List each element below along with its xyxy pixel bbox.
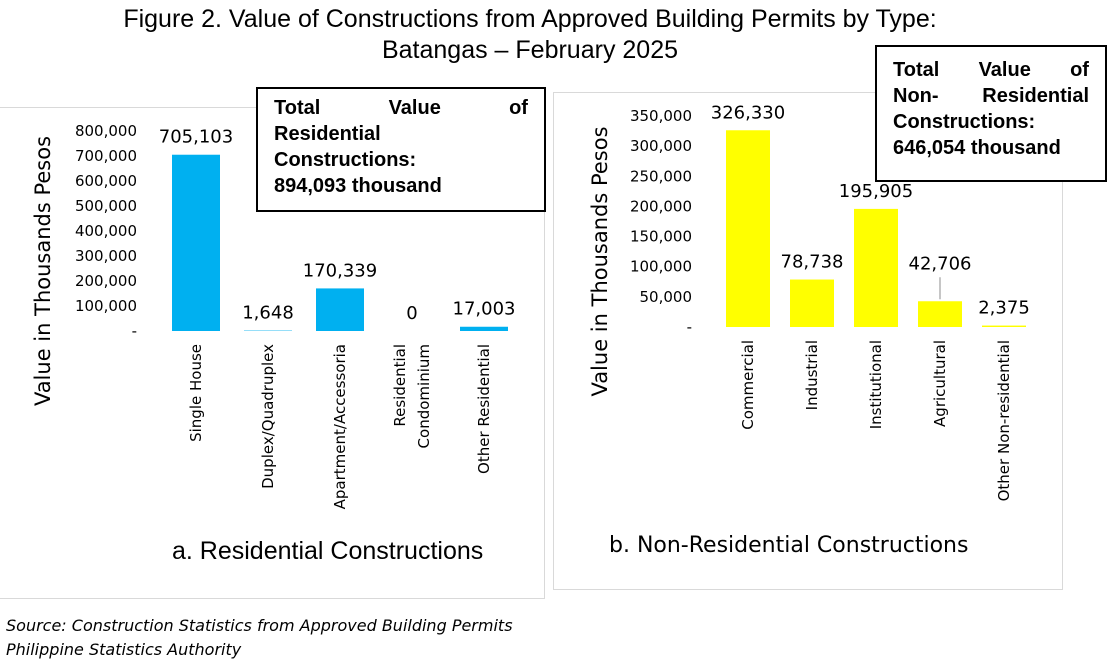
nonres-category-label: Industrial (803, 340, 821, 410)
nonres-y-tick-label: 150,000 (630, 228, 692, 246)
nonres-y-tick-label: 250,000 (630, 167, 692, 185)
nonresidential-total-value: 646,054 thousand (893, 137, 1061, 159)
nonres-y-tick-label: 300,000 (630, 137, 692, 155)
nonresidential-total-callout: Total Value of Non- Residential Construc… (875, 45, 1107, 182)
res-category-label: Apartment/Accessoria (331, 344, 349, 509)
res-data-label: 170,339 (303, 260, 377, 281)
nonres-data-label: 2,375 (978, 298, 1030, 319)
res-y-tick-label: 600,000 (75, 172, 137, 190)
nonres-bar (790, 279, 834, 327)
callout-line-2: Non- Residential (893, 83, 1089, 109)
callout-word: Non- (893, 85, 939, 107)
figure-title-line-1: Figure 2. Value of Constructions from Ap… (123, 5, 937, 33)
res-data-label: 0 (406, 303, 417, 324)
nonres-y-tick-label: 100,000 (630, 258, 692, 276)
res-y-tick-label: 700,000 (75, 147, 137, 165)
callout-word: Total (893, 59, 940, 81)
nonres-y-tick-label: - (687, 318, 692, 336)
res-y-tick-label: 500,000 (75, 197, 137, 215)
callout-line-1: Total Value of (893, 57, 1089, 83)
nonres-bar (854, 208, 898, 327)
nonres-y-axis-title: Value in Thousands Pesos (588, 126, 612, 396)
res-category-label: Other Residential (475, 344, 493, 474)
nonres-data-label: 42,706 (909, 253, 972, 274)
callout-line-1: Total Value of (274, 95, 528, 121)
res-bar (316, 288, 364, 331)
nonres-data-label: 78,738 (781, 252, 844, 273)
res-category-label: Duplex/Quadruplex (259, 344, 277, 489)
res-category-label: Residential (391, 344, 409, 427)
figure-title: Figure 2. Value of Constructions from Ap… (0, 4, 1060, 66)
res-data-label: 17,003 (453, 299, 516, 320)
nonres-category-label: Commercial (739, 340, 757, 430)
res-y-tick-label: - (132, 322, 137, 340)
residential-total-callout: Total Value of Residential Constructions… (256, 87, 546, 212)
res-y-tick-label: 200,000 (75, 272, 137, 290)
source-note: Source: Construction Statistics from App… (6, 614, 513, 662)
res-data-label: 705,103 (159, 127, 233, 148)
source-line-2: Philippine Statistics Authority (6, 640, 242, 659)
callout-word: Value (978, 59, 1031, 81)
nonres-category-label: Agricultural (931, 340, 949, 427)
nonres-category-label: Other Non-residential (995, 340, 1013, 501)
nonres-bar (982, 325, 1026, 327)
res-y-tick-label: 300,000 (75, 247, 137, 265)
nonres-category-label: Institutional (867, 340, 885, 429)
callout-line-3: Constructions: (274, 149, 417, 171)
residential-chart-caption: a. Residential Constructions (172, 537, 484, 565)
callout-word: Residential (982, 85, 1089, 107)
res-y-tick-label: 800,000 (75, 122, 137, 140)
callout-line-3: Constructions: (893, 111, 1036, 133)
nonres-bar (726, 130, 770, 327)
res-y-tick-label: 400,000 (75, 222, 137, 240)
res-category-label: Condominium (415, 344, 433, 448)
nonresidential-chart-caption: b. Non-Residential Constructions (609, 533, 969, 558)
residential-total-value: 894,093 thousand (274, 175, 442, 197)
callout-word: of (1070, 59, 1089, 81)
figure-title-line-2: Batangas – February 2025 (381, 36, 679, 64)
nonres-y-tick-label: 50,000 (640, 288, 693, 306)
nonres-data-label: 195,905 (839, 181, 913, 202)
callout-word: of (509, 97, 528, 119)
res-y-axis-title: Value in Thousands Pesos (31, 136, 55, 406)
source-line-1: Source: Construction Statistics from App… (6, 616, 513, 635)
res-bar (460, 326, 508, 331)
res-category-label: Single House (187, 344, 205, 442)
callout-line-2: Residential (274, 123, 381, 145)
nonres-y-tick-label: 200,000 (630, 197, 692, 215)
nonres-bar (918, 301, 962, 327)
res-data-label: 1,648 (242, 303, 294, 324)
nonres-y-tick-label: 350,000 (630, 107, 692, 125)
res-y-tick-label: 100,000 (75, 297, 137, 315)
callout-word: Total (274, 97, 321, 119)
callout-word: Value (388, 97, 441, 119)
res-bar (172, 154, 220, 331)
nonres-data-label: 326,330 (711, 102, 785, 123)
